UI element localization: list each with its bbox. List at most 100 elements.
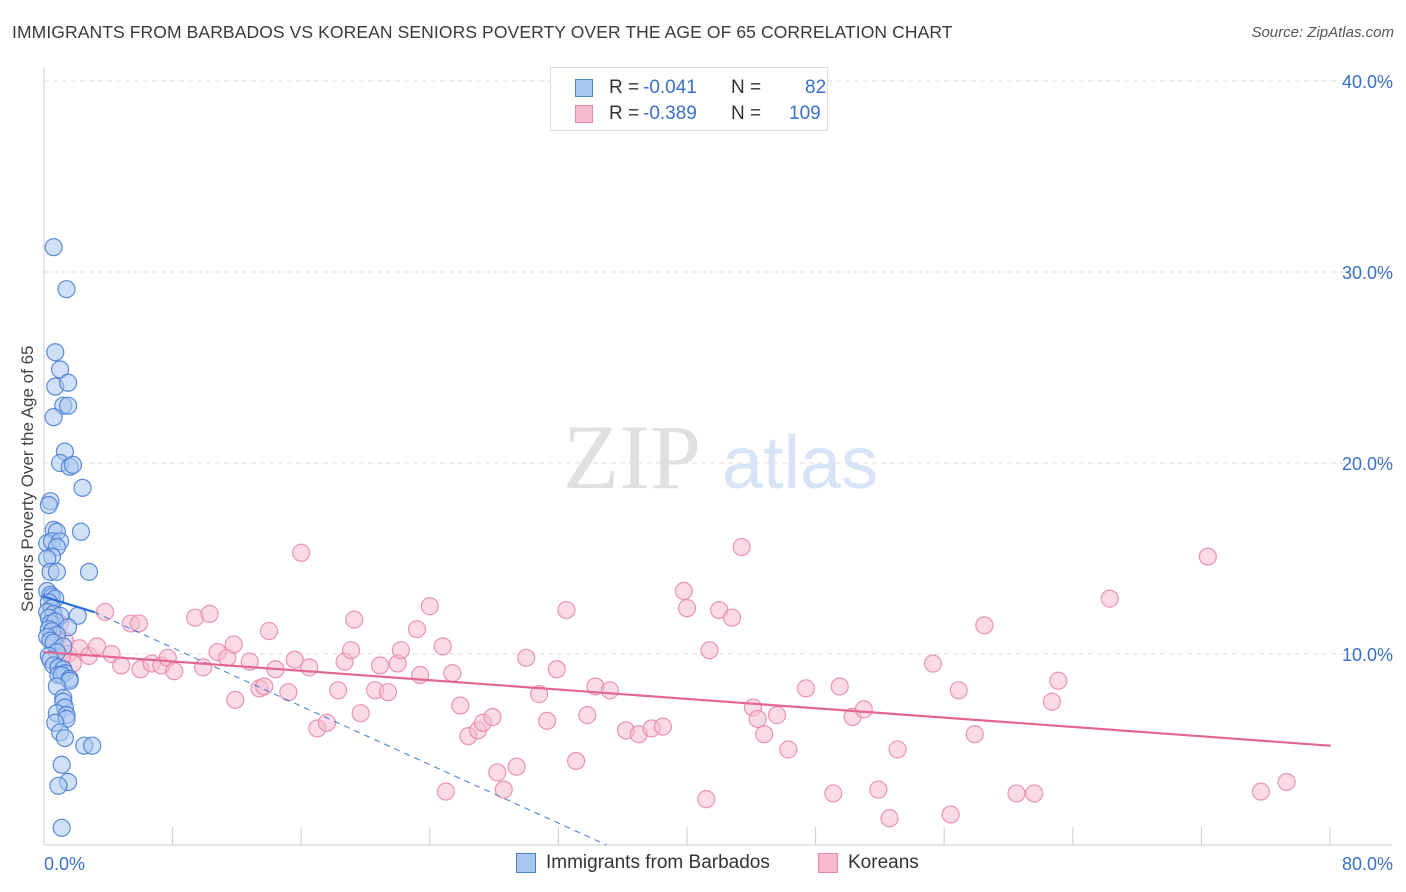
barbados-point bbox=[79, 562, 99, 581]
barbados-points bbox=[38, 238, 102, 837]
trend-lines bbox=[42, 595, 1332, 846]
y-tick-label: 30.0% bbox=[1342, 263, 1393, 283]
koreans-point bbox=[391, 641, 410, 660]
legend-r-label: R = bbox=[609, 103, 640, 124]
koreans-point bbox=[1100, 589, 1119, 608]
legend-swatch-pink bbox=[575, 105, 593, 123]
koreans-point bbox=[517, 648, 536, 667]
koreans-point bbox=[285, 650, 304, 669]
barbados-point bbox=[49, 776, 68, 795]
tick-labels: 10.0% 20.0% 30.0% 40.0% 0.0% 80.0% bbox=[44, 72, 1393, 874]
barbados-point bbox=[55, 728, 74, 748]
koreans-point bbox=[483, 707, 502, 727]
barbados-point bbox=[57, 280, 76, 299]
koreans-point bbox=[317, 713, 337, 732]
barbados-point bbox=[50, 360, 70, 379]
barbados-point bbox=[52, 818, 71, 837]
barbados-point bbox=[59, 373, 78, 392]
koreans-point bbox=[824, 784, 843, 803]
gridlines bbox=[44, 80, 1392, 655]
koreans-point bbox=[830, 677, 849, 696]
legend-n-label: N = bbox=[731, 103, 762, 124]
x-tick-label: 80.0% bbox=[1342, 854, 1393, 874]
legend-label-koreans: Koreans bbox=[848, 852, 919, 873]
koreans-point bbox=[200, 604, 219, 623]
barbados-point bbox=[83, 736, 102, 755]
koreans-point bbox=[226, 690, 245, 709]
axes bbox=[43, 68, 1392, 846]
koreans-point bbox=[259, 621, 279, 641]
legend-swatch-pink bbox=[818, 853, 838, 873]
koreans-point bbox=[95, 602, 115, 622]
koreans-point bbox=[378, 683, 398, 702]
koreans-point bbox=[557, 600, 576, 620]
watermark: ZIP atlas bbox=[563, 406, 878, 508]
koreans-point bbox=[566, 751, 586, 771]
barbados-trend-line bbox=[42, 595, 95, 614]
koreans-point bbox=[494, 780, 513, 799]
koreans-point bbox=[796, 679, 816, 698]
koreans-point bbox=[1042, 692, 1062, 711]
barbados-point bbox=[47, 562, 66, 581]
barbados-point bbox=[63, 455, 83, 475]
koreans-points bbox=[46, 537, 1296, 828]
koreans-point bbox=[300, 658, 319, 677]
koreans-point bbox=[547, 660, 566, 679]
koreans-point bbox=[443, 663, 462, 683]
koreans-point bbox=[674, 581, 693, 601]
koreans-point bbox=[420, 597, 439, 616]
legend-swatch-blue bbox=[516, 853, 536, 873]
koreans-point bbox=[351, 704, 370, 723]
koreans-point bbox=[869, 780, 888, 799]
koreans-point bbox=[697, 790, 716, 809]
koreans-point bbox=[345, 610, 364, 629]
barbados-point bbox=[39, 495, 58, 515]
koreans-point bbox=[767, 706, 787, 725]
koreans-point bbox=[507, 757, 526, 776]
koreans-point bbox=[1277, 772, 1296, 792]
koreans-trend-line bbox=[42, 650, 1332, 747]
legend-r-value: -0.389 bbox=[643, 103, 697, 124]
koreans-point bbox=[488, 763, 507, 782]
koreans-point bbox=[949, 681, 968, 700]
y-tick-label: 10.0% bbox=[1342, 645, 1393, 665]
koreans-point bbox=[341, 641, 361, 660]
koreans-point bbox=[755, 725, 774, 744]
koreans-point bbox=[1251, 782, 1270, 801]
koreans-point bbox=[700, 641, 719, 660]
chart-title: IMMIGRANTS FROM BARBADOS VS KOREAN SENIO… bbox=[12, 22, 953, 42]
koreans-point bbox=[923, 654, 943, 673]
koreans-point bbox=[779, 740, 798, 759]
legend-r-value: -0.041 bbox=[643, 77, 697, 98]
legend-n-label: N = bbox=[731, 77, 762, 98]
y-tick-label: 20.0% bbox=[1342, 454, 1393, 474]
koreans-point bbox=[1198, 547, 1217, 566]
koreans-point bbox=[129, 614, 148, 633]
legend-swatch-blue bbox=[575, 79, 593, 97]
barbados-point bbox=[52, 755, 71, 774]
barbados-point bbox=[44, 408, 63, 427]
koreans-point bbox=[329, 681, 348, 700]
legend-n-value: 109 bbox=[789, 103, 821, 124]
koreans-point bbox=[888, 740, 907, 759]
koreans-point bbox=[854, 700, 873, 719]
watermark-zip: ZIP bbox=[563, 406, 701, 508]
x-tick-label: 0.0% bbox=[44, 854, 85, 874]
y-tick-label: 40.0% bbox=[1342, 72, 1393, 92]
koreans-point bbox=[165, 662, 184, 681]
legend-n-value: 82 bbox=[805, 77, 827, 98]
watermark-atlas: atlas bbox=[722, 421, 878, 504]
koreans-point bbox=[722, 608, 742, 627]
stats-legend: R = -0.041 N = 82 R = -0.389 N = 109 bbox=[550, 67, 828, 131]
koreans-point bbox=[538, 711, 557, 730]
koreans-point bbox=[965, 725, 984, 744]
y-axis-label: Seniors Poverty Over the Age of 65 bbox=[18, 345, 37, 612]
koreans-point bbox=[677, 599, 697, 618]
koreans-point bbox=[1025, 784, 1044, 803]
koreans-point bbox=[1007, 784, 1026, 803]
koreans-point bbox=[436, 782, 455, 801]
koreans-point bbox=[975, 616, 994, 635]
barbados-point bbox=[59, 396, 78, 415]
koreans-point bbox=[1049, 671, 1068, 690]
